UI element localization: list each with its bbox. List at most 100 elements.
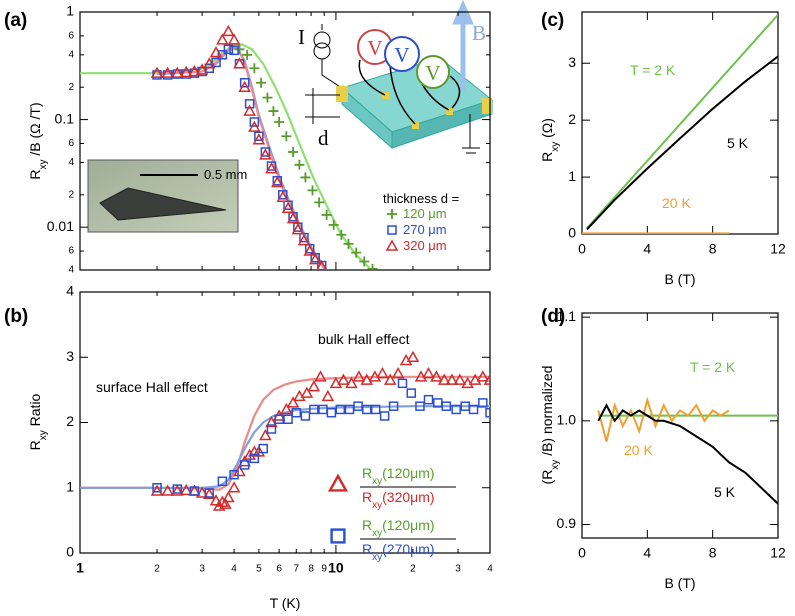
legend-part: (320μm) (382, 489, 434, 505)
marker-plus (274, 116, 285, 127)
marker-square (249, 453, 260, 464)
x-axis-label: B (T) (664, 271, 695, 287)
marker-triangle (179, 483, 193, 496)
y-axis-label: (Rxy /B) normalized (539, 366, 561, 485)
y-tick-label: 2 (68, 82, 74, 93)
plot-area (80, 24, 378, 270)
series-label: T = 2 K (690, 359, 736, 375)
marker-square (204, 488, 215, 498)
inset-photo: 0.5 mm (87, 159, 247, 233)
marker-square (415, 401, 425, 411)
marker-triangle (276, 190, 290, 202)
marker-triangle (216, 33, 229, 45)
marker-square (172, 484, 183, 494)
field-arrow (452, 0, 474, 90)
series-line (156, 45, 328, 270)
current-label: I (298, 25, 305, 49)
marker-square (254, 131, 264, 142)
marker-square (217, 50, 228, 60)
marker-triangle (265, 162, 278, 174)
marker-square (478, 398, 488, 408)
marker-plus (234, 44, 245, 55)
marker-triangle (265, 415, 278, 428)
marker-plus (314, 197, 325, 208)
marker-triangle (391, 367, 405, 379)
marker-plus (262, 92, 273, 103)
scale-label: 0.5 mm (204, 167, 247, 182)
marker-square (388, 401, 399, 411)
marker-triangle (233, 57, 246, 69)
legend-title: thickness d = (383, 191, 459, 206)
x-tick-label: 8 (709, 545, 717, 561)
marker-square (249, 117, 260, 127)
series-label: 5 K (714, 484, 736, 500)
y-tick-label: 0.9 (557, 515, 577, 531)
marker-square (441, 401, 452, 411)
marker-triangle (308, 253, 322, 265)
marker-triangle (476, 370, 490, 382)
legend-part: R (362, 541, 372, 557)
voltmeter-label: V (394, 43, 409, 67)
marker-triangle (280, 402, 293, 415)
source-circle (313, 42, 331, 60)
marker-triangle (161, 484, 174, 496)
y-axis-label: Rxy /B (Ω /T) (27, 102, 49, 179)
marker-triangle (188, 64, 201, 77)
marker-square (330, 528, 346, 544)
series-line (80, 405, 490, 489)
x-tick-label: 4 (643, 241, 651, 257)
schematic: I V V V B d (298, 0, 494, 154)
marker-triangle (303, 244, 316, 256)
legend-numerator: Rxy(120μm) (362, 465, 435, 487)
x-tick-label: 6 (276, 564, 282, 575)
marker-triangle (483, 373, 490, 385)
legend-part: R (362, 465, 372, 481)
marker-square (468, 404, 479, 415)
y-tick-label: 6 (68, 31, 74, 42)
marker-square (217, 476, 228, 486)
y-tick-label: 4 (66, 283, 74, 299)
panel-label: (d) (541, 306, 565, 327)
y-axis-label: Rxy Ratio (27, 393, 49, 450)
x-tick-label: 5 (256, 564, 262, 575)
series-line (597, 396, 730, 442)
marker-square (300, 411, 311, 421)
voltmeter (384, 36, 420, 72)
marker-plus (300, 172, 311, 183)
marker-triangle (383, 373, 397, 385)
marker-square (326, 407, 337, 418)
marker-plus (249, 63, 260, 74)
marker-triangle (150, 484, 164, 496)
legend-part: (120μm) (382, 465, 434, 481)
x-tick-label: 2 (154, 564, 160, 575)
crystal (99, 187, 227, 221)
marker-triangle (360, 373, 374, 385)
x-tick-label: 0 (578, 241, 586, 257)
label-part: /B (Ω /T) (27, 102, 43, 159)
marker-square (362, 404, 372, 415)
x-tick-label: 12 (770, 241, 786, 257)
marker-plus (281, 131, 292, 142)
voltmeter-label: V (367, 36, 382, 60)
panel-label: (b) (4, 306, 28, 327)
y-tick-label: 3 (66, 348, 74, 364)
marker-square (335, 404, 346, 415)
annotation: surface Hall effect (96, 379, 208, 395)
marker-triangle (203, 487, 216, 500)
y-tick-label: 1.0 (557, 412, 577, 428)
marker-triangle (227, 481, 241, 493)
x-tick-label: 8 (308, 564, 314, 575)
x-tick-label: 0 (578, 545, 586, 561)
contact (446, 108, 453, 115)
plot-area (597, 396, 778, 505)
label-part: R (539, 152, 555, 162)
x-tick-label: 10 (328, 560, 344, 576)
marker-square (370, 404, 381, 415)
marker-triangle (376, 367, 389, 379)
marker-triangle (209, 45, 223, 58)
x-tick-label: 8 (709, 241, 717, 257)
marker-triangle (203, 57, 216, 69)
x-tick-label: 3 (199, 564, 205, 575)
label-part: /B) normalized (539, 366, 555, 460)
